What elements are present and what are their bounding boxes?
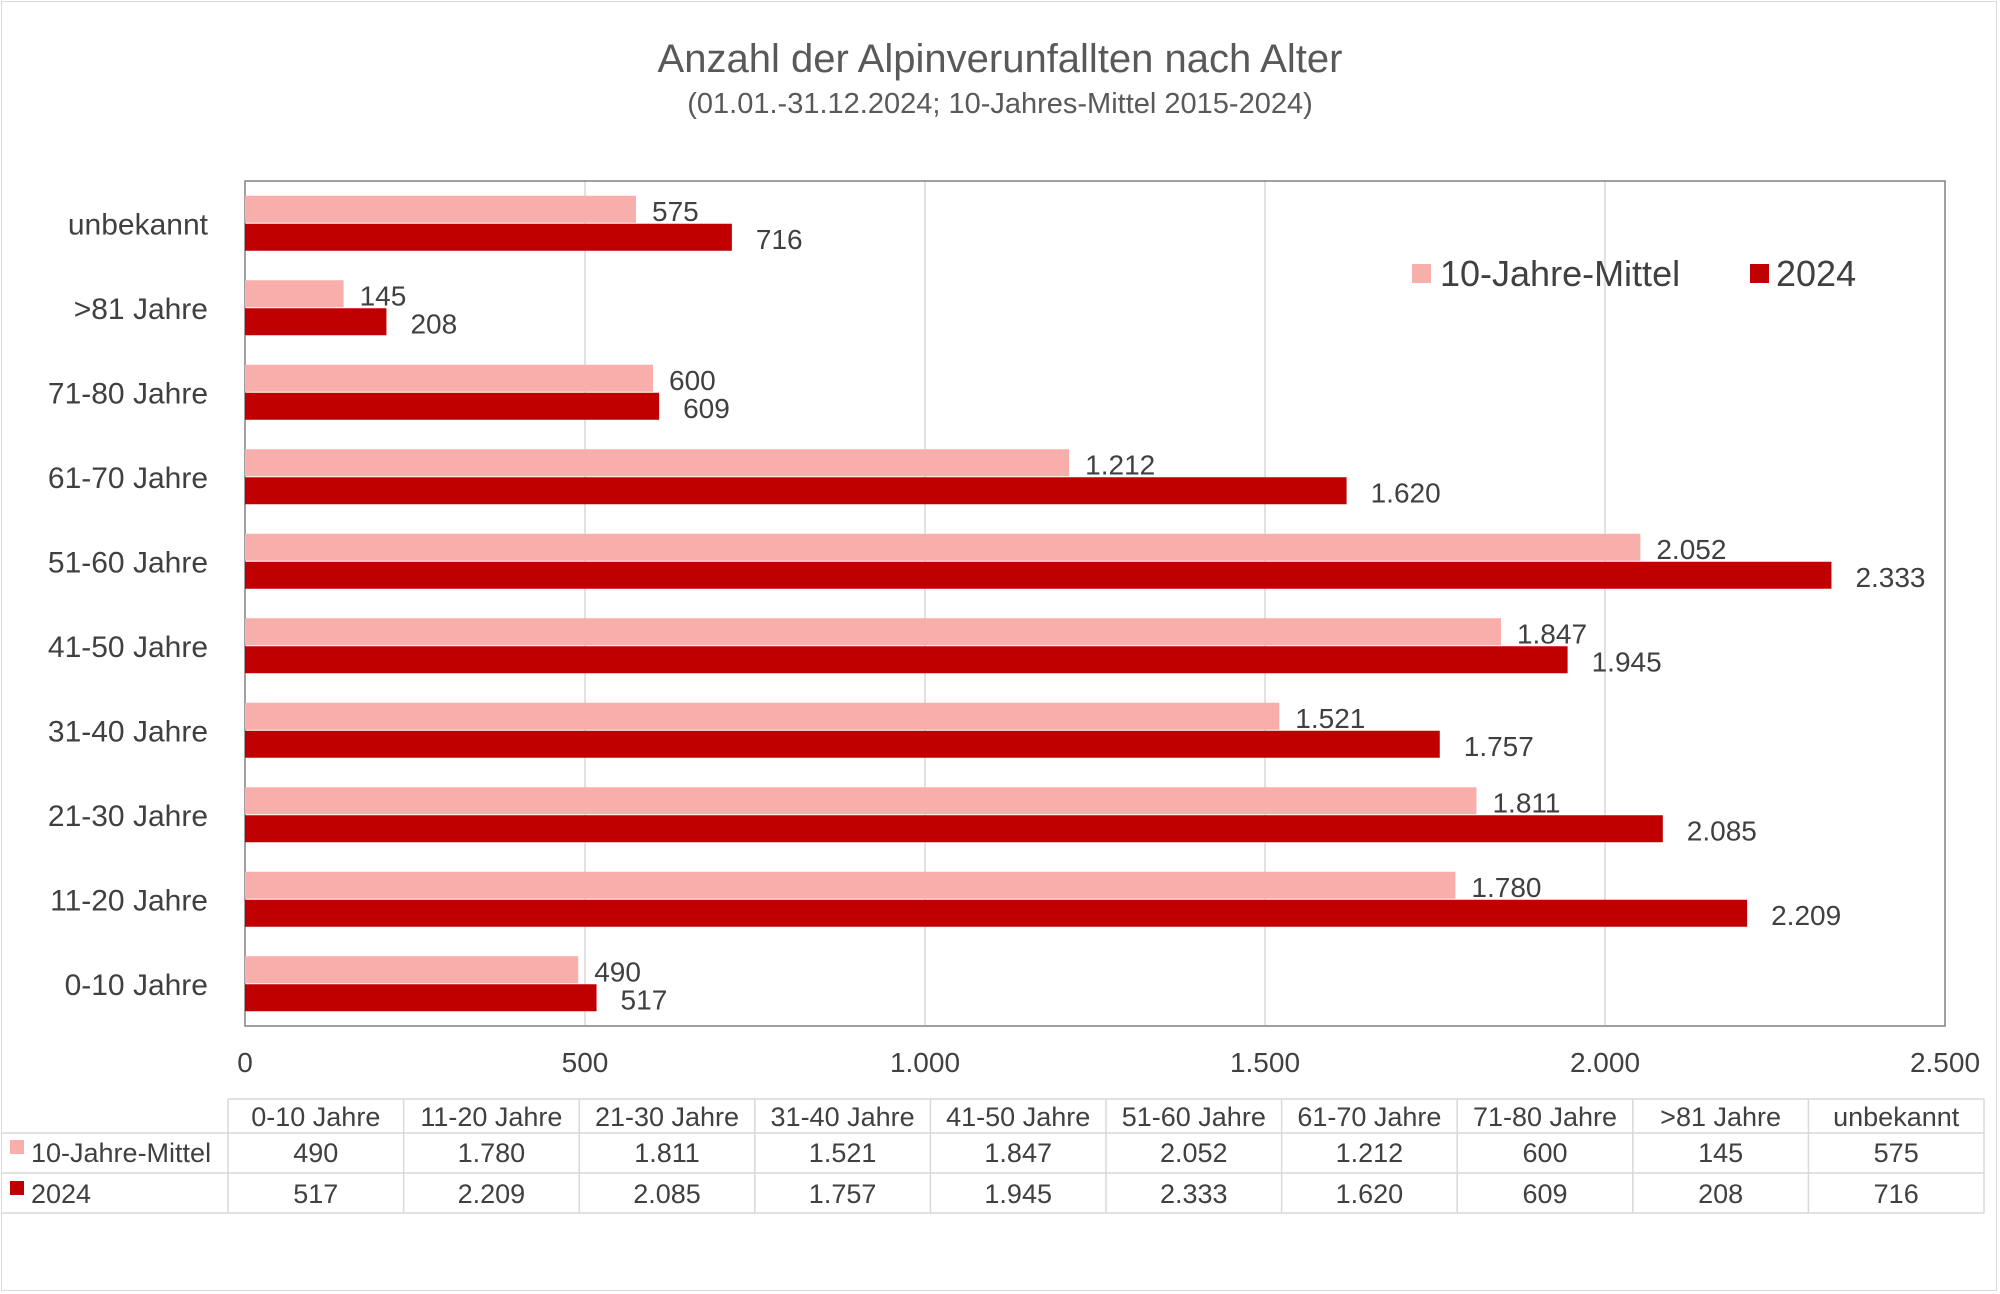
x-tick-label-2: 1.000 (890, 1047, 960, 1078)
data-label-2024-1: 2.209 (1771, 900, 1841, 931)
table-cell-2024-4: 1.945 (984, 1179, 1052, 1209)
table-header-0: 0-10 Jahre (251, 1102, 380, 1132)
data-label-2024-6: 1.620 (1371, 477, 1441, 508)
table-cell-mittel-6: 1.212 (1336, 1138, 1404, 1168)
data-label-mittel-3: 1.521 (1295, 703, 1365, 734)
table-header-7: 71-80 Jahre (1473, 1102, 1617, 1132)
table-legend-swatch-1 (10, 1181, 24, 1195)
data-label-2024-3: 1.757 (1464, 731, 1534, 762)
data-label-2024-0: 517 (621, 984, 668, 1015)
bar-2024-0 (245, 984, 597, 1012)
x-tick-label-0: 0 (237, 1047, 253, 1078)
table-header-6: 61-70 Jahre (1297, 1102, 1441, 1132)
bar-2024-8 (245, 308, 387, 336)
bar-mittel-7 (245, 364, 653, 392)
bar-2024-6 (245, 477, 1347, 505)
table-cell-mittel-4: 1.847 (984, 1138, 1052, 1168)
data-label-mittel-8: 145 (360, 280, 407, 311)
table-cell-mittel-2: 1.811 (634, 1138, 700, 1168)
table-cell-2024-7: 609 (1522, 1179, 1567, 1209)
bar-mittel-9 (245, 195, 636, 223)
bar-mittel-2 (245, 787, 1477, 815)
data-label-2024-8: 208 (410, 308, 457, 339)
table-header-4: 41-50 Jahre (946, 1102, 1090, 1132)
table-cell-2024-6: 1.620 (1336, 1179, 1404, 1209)
table-cell-mittel-1: 1.780 (458, 1138, 526, 1168)
bar-2024-2 (245, 815, 1663, 843)
legend-swatch-0 (1412, 264, 1431, 283)
data-label-mittel-7: 600 (669, 365, 716, 396)
data-label-2024-4: 1.945 (1592, 646, 1662, 677)
category-label-9: unbekannt (68, 208, 209, 241)
legend-swatch-1 (1750, 264, 1769, 283)
table-cell-2024-9: 716 (1874, 1179, 1919, 1209)
chart-subtitle: (01.01.-31.12.2024; 10-Jahres-Mittel 201… (687, 88, 1313, 120)
table-cell-2024-2: 2.085 (633, 1179, 701, 1209)
data-label-mittel-1: 1.780 (1471, 872, 1541, 903)
table-row-label-1: 2024 (31, 1179, 91, 1209)
data-label-mittel-9: 575 (652, 196, 699, 227)
data-label-2024-2: 2.085 (1687, 815, 1757, 846)
bar-mittel-4 (245, 618, 1501, 646)
data-label-mittel-4: 1.847 (1517, 618, 1587, 649)
bar-mittel-5 (245, 533, 1641, 561)
category-label-1: 11-20 Jahre (50, 884, 208, 917)
data-label-2024-9: 716 (756, 224, 803, 255)
data-label-2024-5: 2.333 (1855, 562, 1925, 593)
table-cell-mittel-9: 575 (1874, 1138, 1919, 1168)
category-label-4: 41-50 Jahre (48, 631, 208, 664)
bar-2024-3 (245, 730, 1440, 758)
category-label-0: 0-10 Jahre (65, 969, 208, 1002)
table-header-9: unbekannt (1833, 1102, 1960, 1132)
x-tick-label-1: 500 (562, 1047, 609, 1078)
data-label-mittel-2: 1.811 (1492, 787, 1560, 818)
table-legend-swatch-0 (10, 1140, 24, 1154)
bar-2024-4 (245, 646, 1568, 674)
category-label-7: 71-80 Jahre (48, 377, 208, 410)
legend-label-0: 10-Jahre-Mittel (1440, 253, 1680, 294)
table-row-label-0: 10-Jahre-Mittel (31, 1138, 211, 1168)
table-header-1: 11-20 Jahre (420, 1102, 562, 1132)
x-tick-label-4: 2.000 (1570, 1047, 1640, 1078)
category-label-8: >81 Jahre (74, 293, 208, 326)
x-tick-label-3: 1.500 (1230, 1047, 1300, 1078)
table-header-2: 21-30 Jahre (595, 1102, 739, 1132)
table-cell-2024-3: 1.757 (809, 1179, 877, 1209)
bar-mittel-1 (245, 871, 1456, 899)
bar-mittel-0 (245, 956, 579, 984)
category-label-2: 21-30 Jahre (48, 800, 208, 833)
bar-mittel-6 (245, 449, 1070, 477)
table-header-8: >81 Jahre (1660, 1102, 1781, 1132)
table-cell-mittel-0: 490 (293, 1138, 338, 1168)
category-label-3: 31-40 Jahre (48, 715, 208, 748)
x-tick-label-5: 2.500 (1910, 1047, 1980, 1078)
bar-mittel-3 (245, 702, 1280, 730)
data-label-mittel-0: 490 (594, 956, 641, 987)
table-cell-2024-0: 517 (293, 1179, 338, 1209)
chart-title: Anzahl der Alpinverunfallten nach Alter (658, 37, 1343, 81)
table-cell-mittel-5: 2.052 (1160, 1138, 1228, 1168)
legend-label-1: 2024 (1776, 253, 1856, 294)
table-cell-2024-1: 2.209 (458, 1179, 526, 1209)
plot-area-border (244, 180, 1946, 1027)
data-label-mittel-6: 1.212 (1085, 449, 1155, 480)
category-label-5: 51-60 Jahre (48, 546, 208, 579)
table-cell-mittel-3: 1.521 (809, 1138, 877, 1168)
bar-2024-1 (245, 899, 1748, 927)
table-header-5: 51-60 Jahre (1122, 1102, 1266, 1132)
data-label-2024-7: 609 (683, 393, 730, 424)
table-cell-mittel-8: 145 (1698, 1138, 1743, 1168)
table-cell-2024-8: 208 (1698, 1179, 1743, 1209)
bar-mittel-8 (245, 280, 344, 308)
table-header-3: 31-40 Jahre (771, 1102, 915, 1132)
bar-2024-5 (245, 561, 1832, 589)
table-cell-2024-5: 2.333 (1160, 1179, 1228, 1209)
bar-2024-9 (245, 223, 732, 251)
category-label-6: 61-70 Jahre (48, 462, 208, 495)
bar-2024-7 (245, 392, 660, 420)
table-cell-mittel-7: 600 (1522, 1138, 1567, 1168)
data-label-mittel-5: 2.052 (1656, 534, 1726, 565)
